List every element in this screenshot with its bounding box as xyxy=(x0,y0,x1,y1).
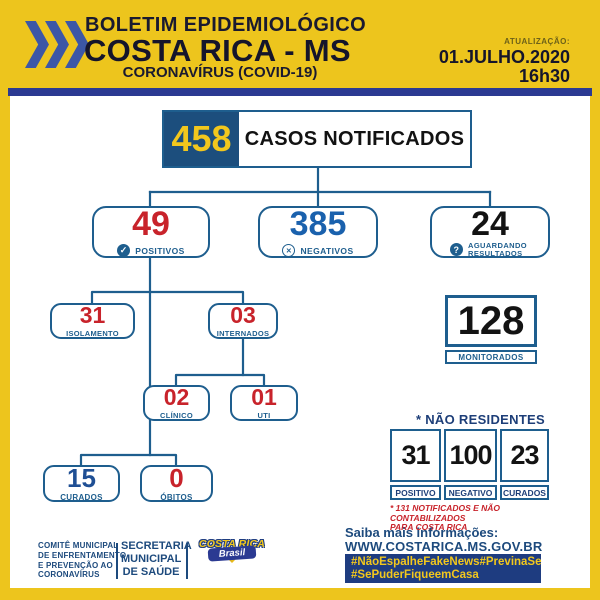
question-icon: ? xyxy=(450,243,463,256)
curados-label: CURADOS xyxy=(60,493,103,502)
non-residents-heading: * NÃO RESIDENTES xyxy=(415,412,545,427)
x-circle-icon: ✕ xyxy=(282,244,296,257)
nr-curados-label: CURADOS xyxy=(500,485,549,500)
aguardando-value: 24 xyxy=(471,204,509,243)
uti-box: 01 UTI xyxy=(230,385,298,421)
non-residents-note: * 131 NOTIFICADOS E NÃO CONTABILIZADOS P… xyxy=(390,503,570,533)
aguardando-label-row: ? AGUARDANDO RESULTADOS xyxy=(450,240,530,258)
header-divider-bar xyxy=(8,88,592,96)
monitorados-box: 128 xyxy=(445,295,537,347)
curados-value: 15 xyxy=(67,463,96,493)
obitos-value: 0 xyxy=(169,463,184,493)
committee-line: CORONAVÍRUS xyxy=(38,570,100,580)
aguardando-label: AGUARDANDO RESULTADOS xyxy=(468,240,527,258)
website-url: WWW.COSTARICA.MS.GOV.BR xyxy=(345,539,543,554)
internados-value: 03 xyxy=(230,302,256,328)
info-label: Saiba mais informações: xyxy=(345,525,499,540)
hashtag-row: #NãoEspalheFakeNews #PrevinaSe xyxy=(351,556,542,569)
committee-text: COMITÊ MUNICIPAL DE ENFRENTAMENTO E PREV… xyxy=(38,541,126,580)
positivos-value: 49 xyxy=(132,205,170,243)
hashtag-box: #NãoEspalheFakeNews #PrevinaSe #SePuderF… xyxy=(345,554,542,583)
secretariat-text: SECRETARIA MUNICIPAL DE SAÚDE xyxy=(121,540,192,579)
secretariat-line: MUNICIPAL xyxy=(121,553,182,565)
committee-line: COMITÊ MUNICIPAL xyxy=(38,541,119,550)
nr-negativo-label: NEGATIVO xyxy=(444,485,497,500)
curados-box: 15 CURADOS xyxy=(43,465,120,502)
positivos-box: 49 ✓ POSITIVOS xyxy=(92,206,210,258)
nr-positivo-value: 31 xyxy=(390,429,441,482)
monitorados-label: MONITORADOS xyxy=(445,350,537,364)
update-label: ATUALIZAÇÃO: xyxy=(504,37,570,46)
non-residents-note-line1: * 131 NOTIFICADOS E NÃO CONTABILIZADOS xyxy=(390,503,501,523)
non-residents-table-labels: POSITIVO NEGATIVO CURADOS xyxy=(390,485,549,500)
negativos-value: 385 xyxy=(289,205,347,243)
costa-rica-brasil-logo: COSTA RICA Brasil xyxy=(194,538,270,563)
isolamento-label: ISOLAMENTO xyxy=(66,329,119,338)
footer-divider xyxy=(116,543,118,579)
hashtag-fiqueemcasa: #SePuderFiqueemCasa xyxy=(351,569,479,581)
non-residents-table: 31 100 23 xyxy=(390,429,549,482)
chevrons-icon xyxy=(25,21,89,68)
negativos-label-row: ✕ NEGATIVOS xyxy=(282,244,353,257)
non-residents-note-line2: PARA COSTA RICA xyxy=(390,522,468,532)
uti-value: 01 xyxy=(251,384,277,410)
secretariat-line: DE SAÚDE xyxy=(122,566,180,578)
update-date: 01.JULHO.2020 xyxy=(438,47,570,67)
committee-line: DE ENFRENTAMENTO xyxy=(38,550,127,560)
secretariat-line: SECRETARIA xyxy=(121,540,192,552)
footer-divider xyxy=(186,543,188,579)
obitos-box: 0 ÓBITOS xyxy=(140,465,213,502)
positivos-label: POSITIVOS xyxy=(135,245,185,256)
update-time: 16h30 xyxy=(518,66,570,86)
negativos-box: 385 ✕ NEGATIVOS xyxy=(258,206,378,258)
chevron-icon xyxy=(25,21,49,68)
total-cases-box: 458 CASOS NOTIFICADOS xyxy=(162,110,472,168)
clinico-value: 02 xyxy=(163,384,190,410)
total-cases-label: CASOS NOTIFICADOS xyxy=(244,127,465,150)
uti-label: UTI xyxy=(257,411,271,420)
check-icon: ✓ xyxy=(117,244,131,257)
isolamento-box: 31 ISOLAMENTO xyxy=(50,303,135,339)
internados-box: 03 INTERNADOS xyxy=(208,303,278,339)
logo-banner: Brasil xyxy=(207,545,257,562)
negativos-label: NEGATIVOS xyxy=(300,245,354,256)
bulletin-kicker: BOLETIM EPIDEMIOLÓGICO xyxy=(85,14,367,36)
nr-positivo-label: POSITIVO xyxy=(390,485,441,500)
internados-label: INTERNADOS xyxy=(216,329,270,338)
nr-negativo-value: 100 xyxy=(444,429,497,482)
hashtag-fakenews: #NãoEspalheFakeNews xyxy=(351,556,480,568)
update-block: ATUALIZAÇÃO: 01.JULHO.2020 16h30 xyxy=(438,37,570,86)
isolamento-value: 31 xyxy=(79,302,106,328)
committee-line: E PREVENÇÃO AO xyxy=(38,560,113,570)
aguardando-box: 24 ? AGUARDANDO RESULTADOS xyxy=(430,206,550,258)
obitos-label: ÓBITOS xyxy=(160,493,193,502)
total-cases-value: 458 xyxy=(164,112,239,166)
clinico-box: 02 CLÍNICO xyxy=(143,385,210,421)
page-title: COSTA RICA - MS xyxy=(84,33,351,68)
clinico-label: CLÍNICO xyxy=(160,411,193,420)
bulletin-subtitle: CORONAVÍRUS (COVID-19) xyxy=(122,64,318,81)
positivos-label-row: ✓ POSITIVOS xyxy=(117,244,184,257)
nr-curados-value: 23 xyxy=(500,429,549,482)
hashtag-previnase: #PrevinaSe xyxy=(479,556,542,568)
